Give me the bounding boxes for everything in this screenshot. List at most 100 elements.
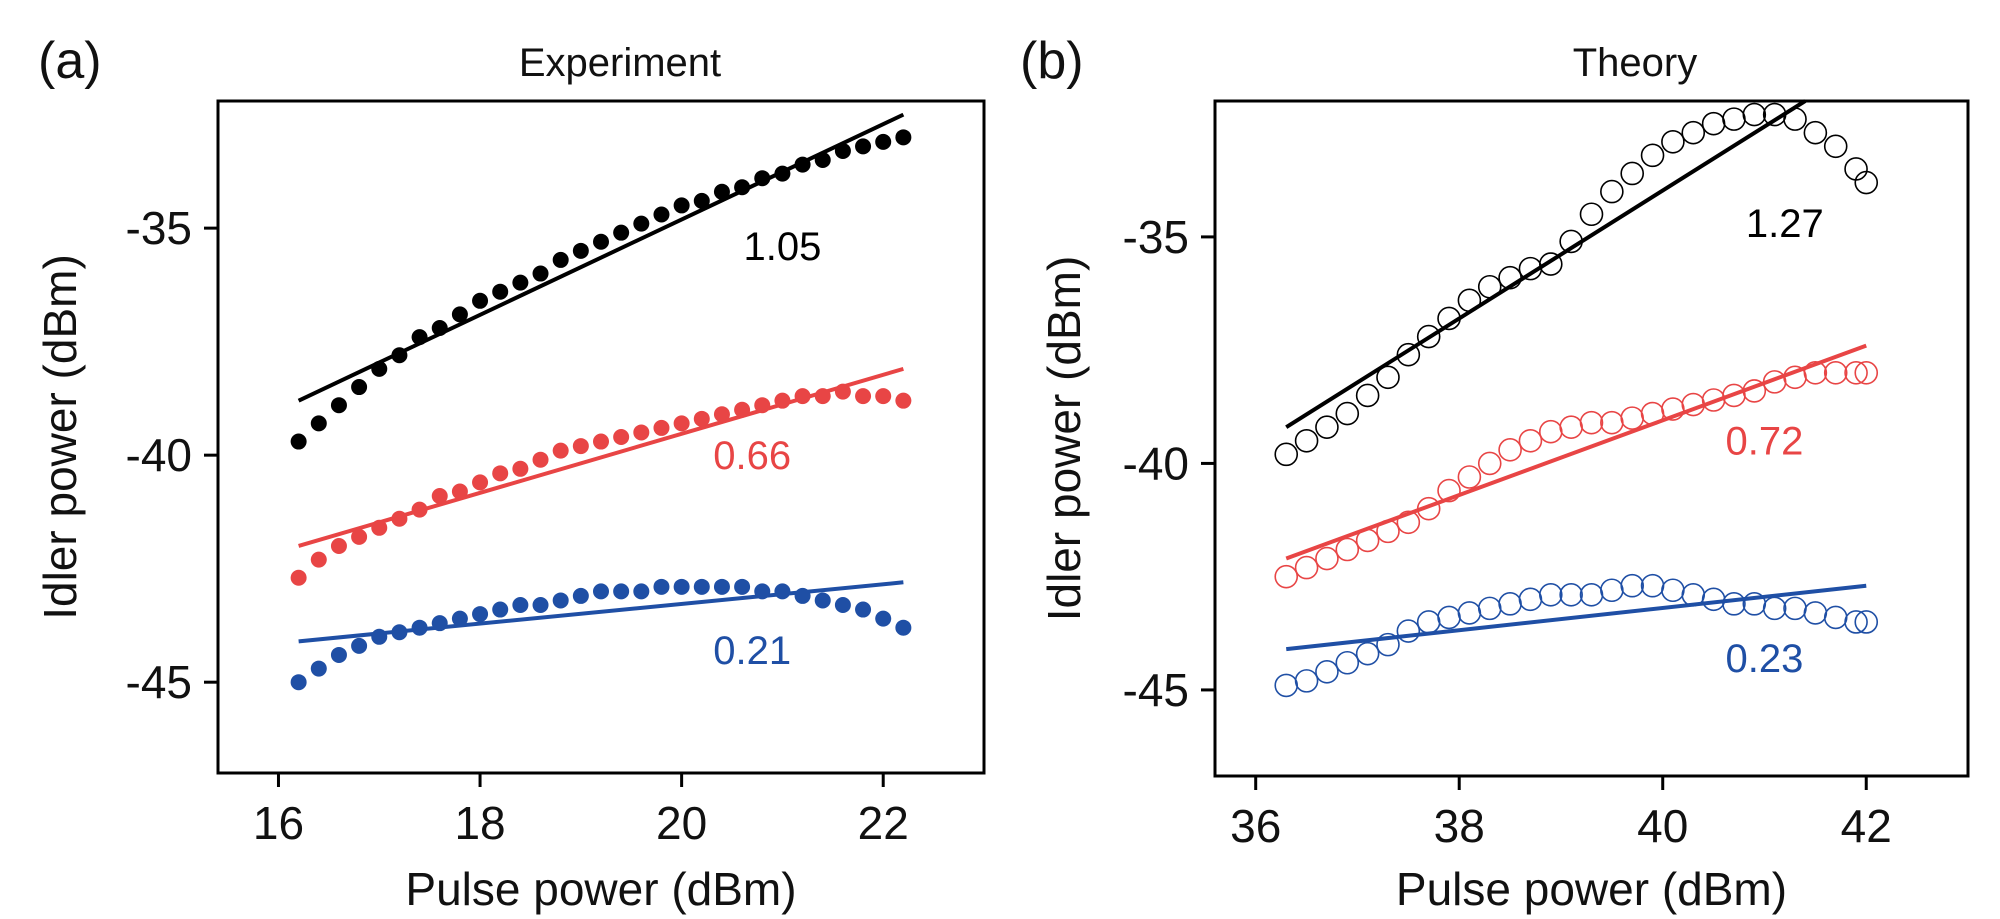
data-point-blue (1579, 582, 1604, 607)
data-point-red (1416, 496, 1441, 521)
data-point-red (1315, 546, 1339, 571)
data-point-blue (1437, 605, 1461, 630)
data-point-blue (713, 578, 730, 595)
data-point-black (1376, 365, 1400, 390)
data-point-blue (875, 610, 892, 627)
y-tick-label: -45 (1123, 664, 1189, 716)
slope-label-black: 1.27 (1746, 202, 1824, 246)
data-point-blue (1701, 587, 1726, 612)
data-point-black (875, 133, 892, 150)
data-point-red (1294, 555, 1319, 580)
data-point-black (330, 397, 347, 414)
slope-label-red: 0.66 (713, 434, 791, 478)
data-point-red (613, 429, 630, 445)
data-point-blue (411, 619, 428, 636)
data-point-black (1640, 143, 1665, 168)
data-point-blue (1681, 582, 1706, 607)
slope-label-blue: 0.21 (713, 629, 791, 673)
data-point-black (673, 197, 690, 214)
data-point-blue (1803, 601, 1828, 625)
data-point-black (1315, 415, 1339, 439)
data-point-blue (593, 583, 609, 600)
y-tick-label: -35 (1123, 211, 1189, 263)
x-tick-label: 18 (454, 797, 505, 849)
data-point-black (855, 138, 872, 155)
data-point-red (1538, 419, 1563, 444)
plot-frame (1213, 99, 1970, 778)
data-point-red (492, 465, 509, 482)
data-point-blue (834, 597, 851, 613)
y-tick-label: -45 (126, 656, 192, 708)
data-point-black (834, 142, 851, 159)
data-point-red (391, 510, 408, 527)
data-point-red (330, 537, 347, 554)
data-point-black (1335, 401, 1360, 426)
data-point-red (633, 424, 650, 441)
data-point-black (895, 129, 912, 146)
data-point-red (1274, 564, 1299, 589)
data-point-blue (1416, 610, 1441, 634)
data-point-black (1803, 120, 1828, 145)
y-tick-label: -40 (1123, 437, 1189, 489)
data-point-blue (1274, 673, 1299, 698)
data-point-red (572, 438, 589, 455)
data-point-black (351, 379, 368, 396)
data-point-red (512, 460, 529, 477)
data-point-blue (1315, 660, 1339, 684)
data-point-blue (290, 674, 307, 691)
data-point-black (1396, 342, 1421, 367)
x-axis-title: Pulse power (dBm) (405, 863, 796, 915)
chart-title: Experiment (519, 41, 721, 85)
data-point-blue (1335, 650, 1360, 675)
data-point-red (1823, 361, 1848, 385)
data-point-blue (814, 592, 831, 609)
data-point-blue (693, 578, 710, 595)
data-point-red (653, 419, 670, 436)
data-point-blue (310, 660, 327, 677)
slope-label-black: 1.05 (743, 225, 821, 269)
data-point-blue (1762, 596, 1787, 621)
data-point-red (1854, 361, 1879, 385)
data-point-blue (1376, 632, 1400, 657)
data-point-blue (1477, 596, 1502, 621)
data-point-black (431, 320, 448, 337)
data-point-red (895, 392, 912, 409)
data-point-blue (431, 615, 448, 632)
data-point-blue (794, 587, 811, 604)
data-point-black (1294, 428, 1319, 453)
data-point-black (1538, 252, 1563, 276)
data-point-blue (572, 587, 589, 604)
data-point-blue (1355, 641, 1380, 666)
data-point-red (814, 388, 831, 405)
series-red: 0.72 (1274, 343, 1879, 589)
series-red: 0.66 (290, 366, 912, 586)
data-point-red (734, 401, 751, 418)
fit-line-red (298, 366, 904, 548)
data-point-blue (1396, 619, 1421, 643)
series-blue: 0.21 (290, 578, 912, 691)
data-point-red (431, 488, 448, 505)
data-point-red (1355, 528, 1380, 553)
data-point-black (693, 192, 710, 209)
data-point-black (492, 283, 509, 300)
data-point-black (1559, 229, 1583, 254)
data-point-red (834, 383, 851, 400)
data-point-red (713, 406, 730, 423)
data-point-red (1437, 478, 1461, 503)
data-point-red (532, 451, 549, 468)
data-point-blue (1600, 578, 1624, 603)
data-point-black (1742, 102, 1767, 127)
data-point-black (1620, 161, 1645, 186)
data-point-red (1396, 510, 1421, 535)
data-point-black (1579, 202, 1604, 227)
panel-a: (a) Experiment 16 18 20 22 -35 -40 -45 Pulse powe… (34, 32, 986, 915)
data-point-red (1518, 428, 1543, 453)
panel-label: (a) (38, 32, 102, 90)
data-point-black (532, 265, 549, 282)
data-point-black (411, 329, 428, 346)
x-tick-label: 40 (1637, 800, 1688, 852)
data-point-blue (653, 578, 670, 595)
data-point-blue (1294, 669, 1319, 693)
data-point-black (713, 183, 730, 200)
